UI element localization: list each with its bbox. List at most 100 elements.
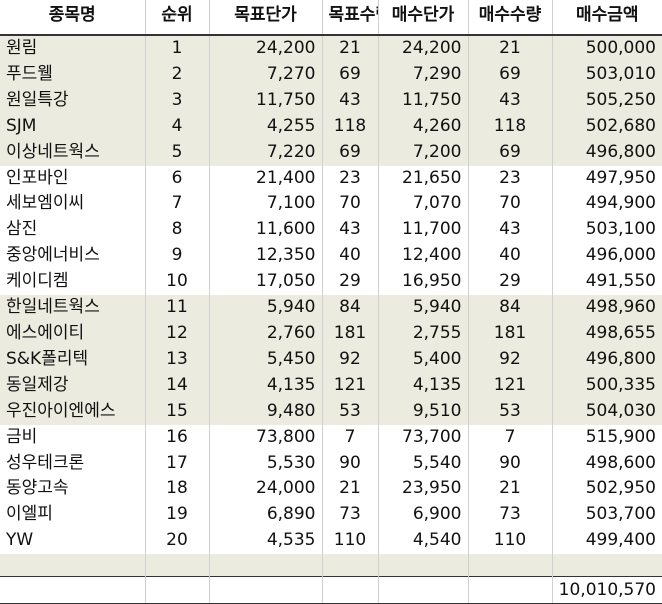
buy-amount-cell: 499,400: [551, 528, 662, 555]
target-price-cell: 7,270: [208, 61, 322, 88]
spacer-cell: [0, 554, 145, 577]
buy-amount-cell: 500,335: [551, 372, 662, 399]
rank-cell: 16: [144, 424, 209, 451]
target-price-cell: 21,400: [208, 165, 322, 192]
buy-qty-cell: 53: [467, 398, 552, 425]
target-price-cell: 6,890: [208, 502, 322, 529]
rank-cell: 2: [144, 61, 209, 88]
rank-cell: 3: [144, 87, 209, 114]
buy-amount-cell: 502,950: [551, 476, 662, 503]
buy-amount-cell: 496,000: [551, 243, 662, 270]
table-row: 동일제강 14 4,135 121 4,135 121 500,335: [0, 372, 662, 399]
buy-price-cell: 4,135: [377, 372, 468, 399]
stock-name-cell: 푸드웰: [0, 61, 145, 88]
table-row: 인포바인 6 21,400 23 21,650 23 497,950: [0, 165, 662, 192]
stock-name-cell: 우진아이엔에스: [0, 398, 145, 425]
target-price-cell: 9,480: [208, 398, 322, 425]
buy-amount-cell: 502,680: [551, 113, 662, 140]
target-qty-cell: 29: [321, 269, 378, 296]
table-row: 이상네트웍스 5 7,220 69 7,200 69 496,800: [0, 139, 662, 166]
rank-cell: 17: [144, 450, 209, 477]
buy-qty-cell: 7: [467, 424, 552, 451]
buy-qty-cell: 84: [467, 295, 552, 321]
spacer-cell: [208, 554, 322, 577]
target-price-cell: 17,050: [208, 269, 322, 296]
buy-price-cell: 16,950: [377, 269, 468, 296]
buy-qty-cell: 43: [467, 87, 552, 114]
table-row: 세보엠이씨 7 7,100 70 7,070 70 494,900: [0, 191, 662, 218]
buy-qty-cell: 23: [467, 165, 552, 192]
table-row: 동양고속 18 24,000 21 23,950 21 502,950: [0, 476, 662, 503]
target-price-cell: 24,000: [208, 476, 322, 503]
target-price-cell: 5,530: [208, 450, 322, 477]
target-qty-cell: 121: [321, 372, 378, 399]
buy-qty-cell: 69: [467, 139, 552, 166]
table-row: 이엘피 19 6,890 73 6,900 73 503,700: [0, 502, 662, 529]
spacer-row: [0, 554, 662, 577]
buy-amount-cell: 498,960: [551, 295, 662, 321]
target-qty-cell: 43: [321, 87, 378, 114]
stock-name-cell: 성우테크론: [0, 450, 145, 477]
table-row: SJM 4 4,255 118 4,260 118 502,680: [0, 113, 662, 140]
target-price-cell: 12,350: [208, 243, 322, 270]
stock-name-cell: 인포바인: [0, 165, 145, 192]
total-empty-cell: [467, 576, 552, 604]
buy-amount-cell: 504,030: [551, 398, 662, 425]
buy-price-cell: 9,510: [377, 398, 468, 425]
table-row: S&K폴리텍 13 5,450 92 5,400 92 496,800: [0, 346, 662, 373]
stock-name-cell: 이엘피: [0, 502, 145, 529]
table-body: 원림 1 24,200 21 24,200 21 500,000 푸드웰 2 7,270 69 7,2…: [0, 35, 662, 555]
target-qty-cell: 92: [321, 346, 378, 373]
rank-cell: 1: [144, 35, 209, 62]
rank-cell: 6: [144, 165, 209, 192]
buy-qty-cell: 21: [467, 476, 552, 503]
stock-name-cell: 원림: [0, 35, 145, 62]
target-qty-cell: 21: [321, 476, 378, 503]
target-qty-cell: 181: [321, 320, 378, 347]
header-target-qty: 목표수량: [321, 0, 378, 36]
stock-name-cell: 금비: [0, 424, 145, 451]
target-qty-cell: 23: [321, 165, 378, 192]
stock-name-cell: SJM: [0, 113, 145, 140]
buy-price-cell: 5,540: [377, 450, 468, 477]
spacer-cell: [467, 554, 552, 577]
buy-price-cell: 11,700: [377, 217, 468, 244]
stock-name-cell: 한일네트웍스: [0, 295, 145, 321]
buy-price-cell: 4,540: [377, 528, 468, 555]
target-price-cell: 11,600: [208, 217, 322, 244]
table-row: YW 20 4,535 110 4,540 110 499,400: [0, 528, 662, 555]
total-empty-cell: [0, 576, 145, 604]
rank-cell: 10: [144, 269, 209, 296]
target-qty-cell: 84: [321, 295, 378, 321]
stock-name-cell: 삼진: [0, 217, 145, 244]
target-price-cell: 4,535: [208, 528, 322, 555]
buy-qty-cell: 70: [467, 191, 552, 218]
rank-cell: 5: [144, 139, 209, 166]
header-stock-name: 종목명: [0, 0, 145, 36]
buy-qty-cell: 29: [467, 269, 552, 296]
stock-name-cell: 동일제강: [0, 372, 145, 399]
buy-amount-cell: 500,000: [551, 35, 662, 62]
target-price-cell: 4,135: [208, 372, 322, 399]
rank-cell: 12: [144, 320, 209, 347]
buy-qty-cell: 110: [467, 528, 552, 555]
buy-qty-cell: 69: [467, 61, 552, 88]
total-empty-cell: [321, 576, 378, 604]
target-qty-cell: 69: [321, 61, 378, 88]
target-qty-cell: 40: [321, 243, 378, 270]
table-row: 푸드웰 2 7,270 69 7,290 69 503,010: [0, 61, 662, 88]
header-row: 종목명 순위 목표단가 목표수량 매수단가 매수수량 매수금액: [0, 0, 662, 36]
buy-qty-cell: 43: [467, 217, 552, 244]
buy-amount-cell: 505,250: [551, 87, 662, 114]
target-qty-cell: 21: [321, 35, 378, 62]
buy-amount-cell: 503,010: [551, 61, 662, 88]
grand-total-row: 10,010,570: [0, 576, 662, 604]
stock-name-cell: 세보엠이씨: [0, 191, 145, 218]
header-buy-amount: 매수금액: [551, 0, 662, 36]
target-price-cell: 11,750: [208, 87, 322, 114]
stock-name-cell: 이상네트웍스: [0, 139, 145, 166]
buy-qty-cell: 90: [467, 450, 552, 477]
rank-cell: 14: [144, 372, 209, 399]
buy-price-cell: 7,290: [377, 61, 468, 88]
